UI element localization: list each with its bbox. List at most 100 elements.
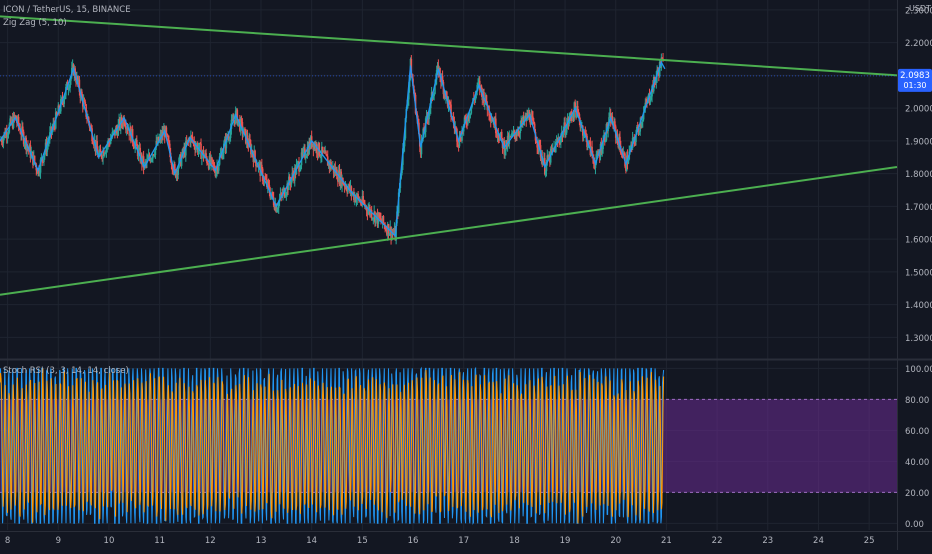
candle-body — [587, 145, 589, 147]
candle-body — [343, 184, 346, 187]
candle-body — [131, 128, 134, 143]
candle-body — [172, 170, 174, 173]
candle-body — [347, 187, 349, 193]
candle-body — [146, 158, 148, 164]
x-tick-label: 24 — [813, 536, 824, 546]
candle-body — [104, 152, 107, 154]
candle-body — [571, 116, 574, 118]
candle-body — [48, 140, 50, 142]
candle-body — [578, 114, 581, 122]
candle-body — [434, 85, 436, 94]
candle-body — [318, 142, 321, 156]
candle-body — [120, 117, 123, 124]
candle-body — [315, 144, 318, 154]
candle-body — [297, 162, 299, 164]
labels: ICON / TetherUS, 15, BINANCE Zig Zag (5, … — [3, 5, 131, 376]
candle-body — [479, 85, 482, 90]
candle-body — [217, 165, 219, 171]
candle-body — [256, 166, 259, 168]
candle-body — [0, 139, 3, 143]
candle-body — [212, 164, 215, 166]
candle-body — [197, 148, 200, 153]
candle-body — [96, 141, 98, 151]
candle-body — [223, 139, 226, 144]
candle-body — [569, 113, 571, 120]
candle-body — [203, 156, 206, 159]
candle-body — [627, 159, 630, 164]
candle-body — [658, 62, 661, 77]
candle-body — [602, 140, 604, 150]
candle-body — [65, 82, 68, 87]
candle-body — [460, 140, 462, 142]
candle-body — [623, 152, 625, 154]
candle-body — [538, 140, 541, 146]
candle-body — [201, 153, 203, 159]
candle-body — [180, 156, 183, 166]
candle-body — [515, 135, 517, 138]
candle-body — [286, 183, 288, 194]
candle-body — [229, 128, 232, 138]
candle-body — [478, 80, 480, 84]
candle-body — [222, 152, 224, 159]
x-tick-label: 16 — [408, 536, 419, 546]
candle-body — [574, 102, 576, 108]
candle-body — [272, 191, 274, 198]
candle-body — [152, 154, 155, 156]
candle-body — [92, 143, 95, 146]
candle-body — [390, 226, 392, 239]
candle-body — [298, 162, 300, 172]
candle-body — [308, 141, 310, 155]
candle-body — [54, 125, 56, 129]
candle-body — [155, 141, 158, 148]
candle-body — [511, 133, 514, 135]
candle-body — [576, 106, 579, 112]
candle-body — [348, 184, 351, 191]
candle-body — [644, 102, 647, 109]
candle-body — [638, 131, 641, 133]
candle-body — [304, 157, 307, 159]
candle-body — [38, 168, 40, 174]
symbol-title: ICON / TetherUS, 15, BINANCE — [3, 5, 131, 15]
candle-body — [654, 81, 657, 84]
candle-body — [375, 215, 377, 223]
candle-body — [157, 136, 160, 142]
candle-body — [68, 87, 71, 89]
candle-body — [17, 117, 20, 126]
candle-body — [370, 210, 373, 219]
candle-body — [481, 90, 484, 101]
candle-body — [375, 212, 378, 216]
candle-body — [641, 119, 644, 122]
candle-body — [619, 136, 621, 146]
axes: 2.30002.20002.10002.00001.90001.80001.70… — [5, 4, 932, 546]
candle-body — [478, 80, 481, 90]
x-tick-label: 21 — [661, 536, 672, 546]
candle-body — [580, 125, 582, 128]
candle-body — [124, 123, 126, 126]
candle-body — [560, 136, 562, 143]
candle-body — [43, 151, 46, 157]
candle-body — [604, 140, 607, 142]
candle-body — [496, 134, 499, 136]
candle-body — [125, 125, 127, 130]
candle-body — [7, 132, 10, 135]
zigzag-line — [0, 60, 666, 238]
y-tick-label: 2.0000 — [905, 105, 932, 115]
candle-body — [227, 136, 229, 139]
candle-body — [645, 102, 647, 104]
x-tick-label: 19 — [560, 536, 571, 546]
candle-body — [139, 147, 142, 162]
candle-body — [382, 216, 385, 224]
y-tick-label: 1.6000 — [905, 236, 932, 246]
candle-body — [92, 140, 94, 144]
x-tick-label: 11 — [154, 536, 165, 546]
candle-body — [509, 136, 511, 138]
candle-body — [381, 216, 384, 224]
candle-body — [611, 115, 614, 125]
candle-body — [77, 79, 80, 83]
candle-body — [136, 139, 138, 147]
candle-body — [601, 149, 604, 154]
candle-body — [204, 153, 207, 157]
candle-body — [21, 126, 23, 135]
candle-body — [489, 117, 492, 121]
